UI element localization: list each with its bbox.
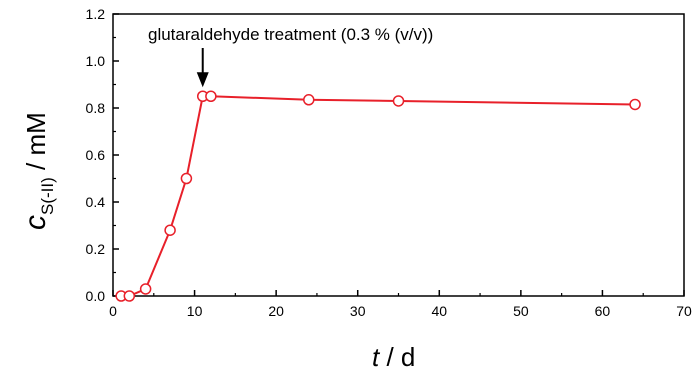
- x-tick-label: 20: [268, 303, 284, 319]
- plot-frame: [112, 13, 685, 297]
- x-tick-label: 40: [431, 303, 447, 319]
- y-axis-ticks: 0.0 0.2 0.4 0.6 0.8 1.0 1.2: [86, 6, 119, 304]
- x-tick-label: 60: [595, 303, 611, 319]
- y-tick-label: 0.2: [86, 241, 106, 257]
- x-tick-label: 0: [109, 303, 117, 319]
- y-tick-label: 0.0: [86, 288, 106, 304]
- data-point: [139, 283, 152, 295]
- annotation-text: glutaraldehyde treatment (0.3 % (v/v)): [148, 25, 433, 44]
- annotation-arrow: [196, 48, 209, 88]
- y-tick-label: 0.8: [86, 100, 106, 116]
- x-tick-label: 50: [513, 303, 529, 319]
- data-point: [303, 94, 315, 106]
- y-axis-unit: / mM: [21, 112, 51, 177]
- data-point: [629, 98, 641, 111]
- data-point: [123, 290, 136, 302]
- data-point: [164, 224, 176, 236]
- x-axis-title: t / d: [372, 342, 415, 372]
- x-axis-unit: / d: [379, 342, 415, 372]
- x-tick-label: 70: [676, 303, 692, 319]
- series-line: [121, 95, 636, 297]
- x-tick-label: 10: [187, 303, 203, 319]
- data-point: [205, 90, 217, 102]
- y-axis-subscript: S(-II): [38, 177, 57, 215]
- y-axis-variable: c: [19, 215, 52, 230]
- y-tick-label: 0.4: [86, 194, 106, 210]
- data-point: [180, 172, 193, 185]
- series-layer: [115, 90, 641, 302]
- y-tick-label: 0.6: [86, 147, 106, 163]
- x-axis-variable: t: [372, 342, 381, 372]
- x-tick-label: 30: [350, 303, 366, 319]
- y-tick-label: 1.2: [86, 6, 106, 22]
- x-axis-ticks: 0 10 20 30 40 50 60 70: [109, 290, 692, 319]
- y-axis-title: cS(-II) / mM: [19, 112, 57, 230]
- y-tick-label: 1.0: [86, 53, 106, 69]
- data-point: [392, 95, 405, 107]
